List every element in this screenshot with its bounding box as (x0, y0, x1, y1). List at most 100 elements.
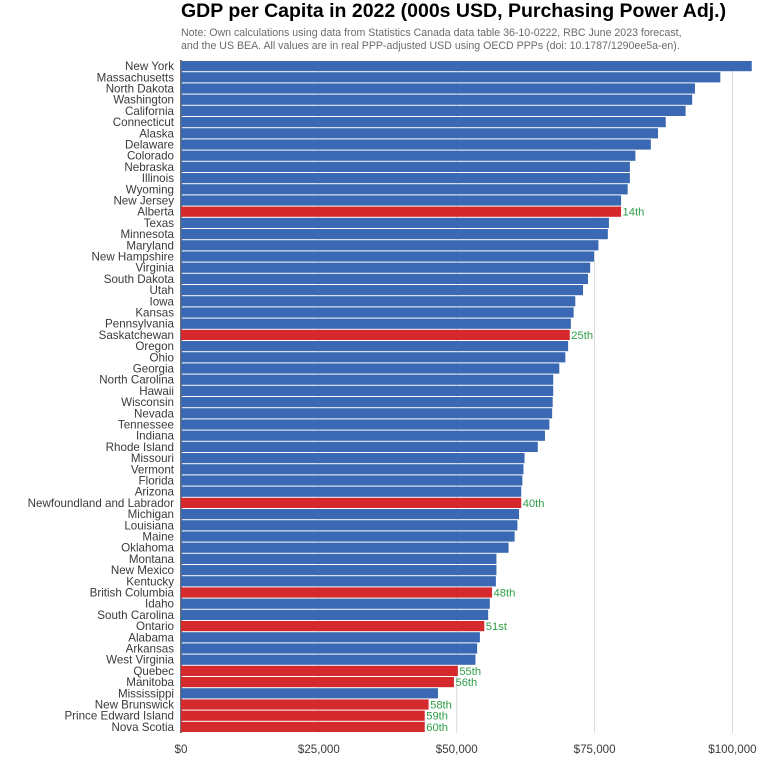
x-tick-label: $100,000 (708, 743, 756, 756)
bar (181, 677, 454, 688)
category-label: New Jersey (113, 195, 174, 208)
rank-label: 59th (426, 711, 448, 723)
category-label: Alberta (137, 206, 174, 219)
category-label: Louisiana (124, 519, 174, 532)
rank-label: 60th (426, 722, 448, 734)
bar (181, 139, 651, 150)
bar (181, 688, 438, 699)
bars (181, 61, 752, 732)
chart-subtitle-line-1: Note: Own calculations using data from S… (181, 27, 682, 39)
category-label: Colorado (127, 150, 174, 163)
bar (181, 363, 560, 374)
category-label: Virginia (136, 262, 175, 275)
bar (181, 117, 666, 128)
category-label: Georgia (133, 363, 175, 376)
bar (181, 150, 636, 161)
bar (181, 665, 458, 676)
bar (181, 72, 721, 83)
category-label: Mississippi (118, 687, 174, 700)
bar (181, 609, 489, 620)
bar (181, 83, 695, 94)
category-label: California (125, 105, 175, 118)
rank-label: 40th (523, 498, 545, 510)
bar (181, 329, 570, 340)
bar (181, 397, 553, 408)
bar (181, 721, 425, 732)
bar (181, 520, 518, 531)
bar (181, 318, 571, 329)
category-label: Ontario (136, 620, 174, 633)
category-label: Ohio (150, 351, 175, 364)
bar (181, 94, 693, 105)
category-label: Maryland (126, 239, 174, 252)
bar (181, 229, 608, 240)
bar (181, 441, 538, 452)
category-label: Florida (139, 475, 175, 488)
category-label: Montana (129, 553, 175, 566)
bar (181, 262, 591, 273)
category-label: Illinois (142, 172, 174, 185)
x-tick-label: $0 (175, 743, 188, 756)
bar (181, 385, 554, 396)
bar (181, 206, 622, 217)
bar (181, 643, 478, 654)
category-label: Wisconsin (121, 396, 174, 409)
category-label: Hawaii (139, 385, 174, 398)
bar (181, 161, 630, 172)
bar (181, 475, 523, 486)
chart-subtitle-line-2: and the US BEA. All values are in real P… (181, 40, 680, 52)
bar (181, 430, 545, 441)
category-label: Vermont (131, 463, 175, 476)
bar (181, 587, 493, 598)
bar (181, 453, 525, 464)
category-label: Idaho (145, 598, 174, 611)
category-label: New Mexico (111, 564, 174, 577)
bar (181, 710, 425, 721)
category-label: Connecticut (113, 116, 175, 129)
category-label: Quebec (133, 665, 174, 678)
category-label: Newfoundland and Labrador (28, 497, 174, 510)
rank-label: 51st (486, 621, 508, 633)
bar (181, 296, 576, 307)
category-label: South Carolina (97, 609, 174, 622)
bar (181, 352, 566, 363)
rank-label: 55th (459, 666, 481, 678)
bar (181, 531, 515, 542)
rank-label: 48th (494, 588, 516, 600)
category-label: West Virginia (106, 654, 174, 667)
bar (181, 128, 659, 139)
category-label: Tennessee (118, 419, 174, 432)
bar (181, 509, 520, 520)
category-label: Alaska (139, 127, 174, 140)
bar (181, 307, 574, 318)
x-axis-tick-labels: $0 $25,000 $50,000 $75,000 $100,000 (175, 743, 757, 756)
category-label: Rhode Island (106, 441, 174, 454)
bar (181, 486, 522, 497)
bar (181, 408, 553, 419)
bar (181, 61, 752, 72)
bar (181, 217, 609, 228)
category-label: Prince Edward Island (64, 710, 174, 723)
category-label: Wyoming (126, 183, 174, 196)
bar (181, 240, 599, 251)
rank-label: 25th (571, 330, 593, 342)
category-label: Delaware (125, 139, 174, 152)
rank-label: 58th (430, 700, 452, 712)
category-label: Massachusetts (97, 71, 175, 84)
bar (181, 105, 686, 116)
bar (181, 251, 595, 262)
bar (181, 699, 429, 710)
category-label: Nova Scotia (111, 721, 174, 734)
bar (181, 341, 569, 352)
category-label: Saskatchewan (99, 329, 174, 342)
category-label: Texas (144, 217, 174, 230)
bar (181, 374, 554, 385)
category-label: Arkansas (126, 643, 175, 656)
bar (181, 273, 588, 284)
x-tick-label: $75,000 (574, 743, 616, 756)
bar (181, 542, 509, 553)
category-label: New Brunswick (95, 699, 174, 712)
category-label: Iowa (150, 295, 175, 308)
